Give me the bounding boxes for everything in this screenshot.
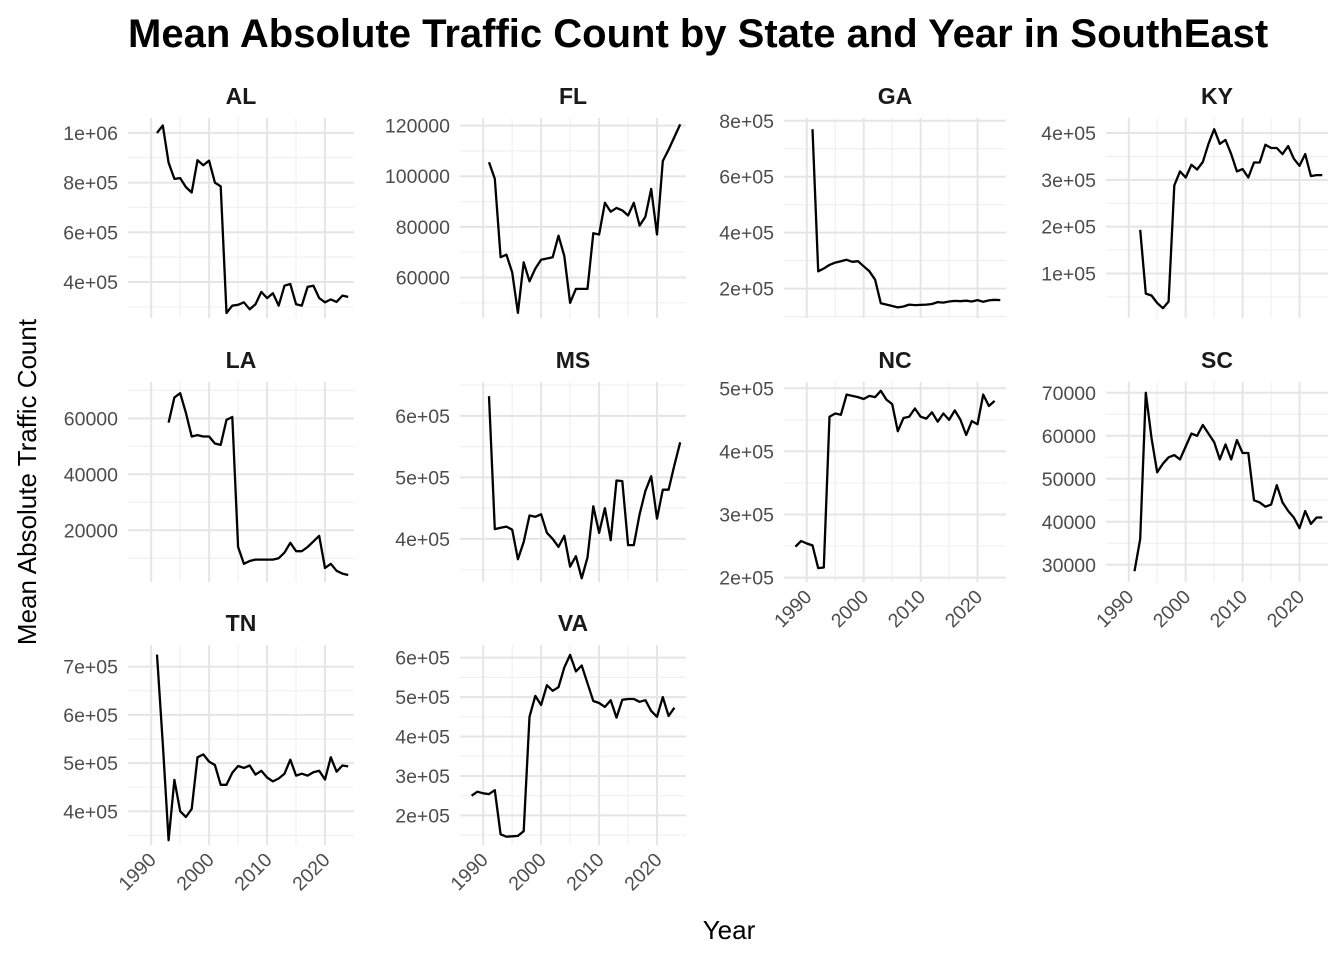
panel-title: FL bbox=[559, 83, 587, 109]
panel-sc: SC 30000 40000 50000 60000 70000 1990 2000 2010 2… bbox=[1042, 347, 1328, 632]
x-tick-label: 2000 bbox=[172, 849, 218, 895]
y-tick-label: 30000 bbox=[1042, 555, 1096, 577]
panel-al: AL 4e+05 6e+05 8e+05 1e+06 bbox=[63, 83, 354, 318]
panel-title: SC bbox=[1201, 347, 1233, 373]
y-tick-label: 3e+05 bbox=[395, 766, 450, 788]
y-axis-title: Mean Absolute Traffic Count bbox=[12, 318, 42, 645]
panel-title: KY bbox=[1201, 83, 1233, 109]
y-tick-label: 40000 bbox=[1042, 512, 1096, 534]
y-tick-label: 8e+05 bbox=[63, 173, 118, 195]
y-tick-label: 4e+05 bbox=[63, 801, 118, 823]
panel-la: LA 20000 40000 60000 bbox=[64, 347, 354, 582]
y-tick-label: 8e+05 bbox=[719, 111, 774, 133]
x-tick-label: 2020 bbox=[941, 586, 987, 632]
panel-title: GA bbox=[878, 83, 913, 109]
x-tick-label: 1990 bbox=[446, 849, 492, 895]
panel-title: VA bbox=[558, 610, 588, 636]
y-tick-label: 1e+06 bbox=[63, 123, 118, 145]
x-tick-label: 1990 bbox=[114, 849, 160, 895]
x-tick-label: 2010 bbox=[562, 849, 608, 895]
panel-title: TN bbox=[226, 610, 257, 636]
y-tick-label: 4e+05 bbox=[1041, 123, 1096, 145]
y-tick-label: 100000 bbox=[385, 166, 450, 188]
y-tick-label: 2e+05 bbox=[1041, 217, 1096, 239]
y-tick-label: 6e+05 bbox=[395, 406, 450, 428]
y-tick-label: 5e+05 bbox=[63, 753, 118, 775]
y-tick-label: 60000 bbox=[64, 408, 118, 430]
y-tick-label: 40000 bbox=[64, 464, 118, 486]
y-tick-label: 4e+05 bbox=[719, 223, 774, 245]
panel-ms: MS 4e+05 5e+05 6e+05 bbox=[395, 347, 686, 582]
x-tick-label: 2000 bbox=[827, 586, 873, 632]
y-tick-label: 60000 bbox=[396, 267, 450, 289]
y-tick-label: 2e+05 bbox=[719, 279, 774, 301]
panel-title: AL bbox=[226, 83, 257, 109]
y-tick-label: 6e+05 bbox=[63, 705, 118, 727]
x-tick-label: 2010 bbox=[884, 586, 930, 632]
series-line-nc bbox=[794, 389, 996, 570]
y-tick-label: 1e+05 bbox=[1041, 264, 1096, 286]
facet-panels: AL 4e+05 6e+05 8e+05 1e+06 FL 60000 80000 100000… bbox=[63, 83, 1328, 895]
panel-title: MS bbox=[556, 347, 591, 373]
panel-title: LA bbox=[226, 347, 257, 373]
y-tick-label: 20000 bbox=[64, 520, 118, 542]
y-tick-label: 5e+05 bbox=[719, 378, 774, 400]
series-line-la bbox=[167, 392, 349, 577]
y-tick-label: 5e+05 bbox=[395, 687, 450, 709]
series-line-va bbox=[470, 653, 676, 838]
series-line-ga bbox=[811, 129, 1001, 309]
series-line-sc bbox=[1133, 391, 1323, 572]
x-tick-label: 2020 bbox=[288, 849, 334, 895]
x-tick-label: 2020 bbox=[620, 849, 666, 895]
y-tick-label: 60000 bbox=[1042, 426, 1096, 448]
x-tick-label: 2010 bbox=[1206, 586, 1252, 632]
panel-ga: GA 2e+05 4e+05 6e+05 8e+05 bbox=[719, 83, 1006, 318]
y-tick-label: 4e+05 bbox=[719, 441, 774, 463]
panel-ky: KY 1e+05 2e+05 3e+05 4e+05 bbox=[1041, 83, 1328, 318]
x-tick-label: 2010 bbox=[230, 849, 276, 895]
y-tick-label: 3e+05 bbox=[719, 504, 774, 526]
y-tick-label: 4e+05 bbox=[395, 529, 450, 551]
series-line-ms bbox=[487, 396, 682, 580]
x-tick-label: 2000 bbox=[1149, 586, 1195, 632]
y-tick-label: 2e+05 bbox=[395, 805, 450, 827]
x-tick-label: 2000 bbox=[504, 849, 550, 895]
y-tick-label: 4e+05 bbox=[63, 272, 118, 294]
y-tick-label: 6e+05 bbox=[395, 648, 450, 670]
x-tick-label: 1990 bbox=[770, 586, 816, 632]
x-tick-label: 1990 bbox=[1092, 586, 1138, 632]
chart-title: Mean Absolute Traffic Count by State and… bbox=[128, 12, 1268, 56]
series-line-tn bbox=[155, 654, 349, 842]
y-tick-label: 7e+05 bbox=[63, 657, 118, 679]
x-tick-label: 2020 bbox=[1263, 586, 1309, 632]
panel-nc: NC 2e+05 3e+05 4e+05 5e+05 1990 2000 2010 2020 bbox=[719, 347, 1006, 632]
y-tick-label: 2e+05 bbox=[719, 568, 774, 590]
y-tick-label: 6e+05 bbox=[63, 222, 118, 244]
series-line-fl bbox=[487, 123, 682, 315]
y-tick-label: 70000 bbox=[1042, 383, 1096, 405]
y-tick-label: 4e+05 bbox=[395, 727, 450, 749]
panel-tn: TN 4e+05 5e+05 6e+05 7e+05 1990 2000 2010 2020 bbox=[63, 610, 354, 895]
y-tick-label: 6e+05 bbox=[719, 167, 774, 189]
y-tick-label: 5e+05 bbox=[395, 467, 450, 489]
y-tick-label: 3e+05 bbox=[1041, 170, 1096, 192]
series-line-ky bbox=[1139, 128, 1323, 310]
series-line-al bbox=[156, 124, 349, 315]
y-tick-label: 120000 bbox=[385, 116, 450, 138]
x-axis-title: Year bbox=[703, 915, 756, 945]
y-tick-label: 50000 bbox=[1042, 469, 1096, 491]
panel-fl: FL 60000 80000 100000 120000 bbox=[385, 83, 686, 318]
panel-va: VA 2e+05 3e+05 4e+05 5e+05 6e+05 1990 2000 2010 2… bbox=[395, 610, 686, 895]
panel-title: NC bbox=[878, 347, 911, 373]
y-tick-label: 80000 bbox=[396, 217, 450, 239]
